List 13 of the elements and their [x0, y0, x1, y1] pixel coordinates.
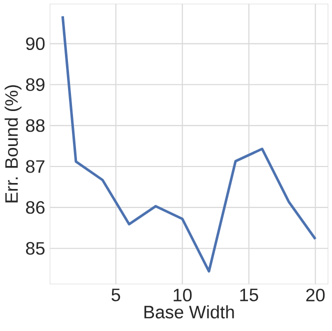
y-tick-label: 85 [26, 242, 45, 255]
x-tick-label: 10 [174, 288, 192, 302]
x-axis-title: Base Width [144, 305, 234, 318]
x-tick-label: 5 [112, 288, 120, 302]
y-tick-label: 88 [26, 119, 44, 132]
y-tick-label: 86 [26, 201, 44, 214]
line-series [61, 15, 317, 273]
y-tick-label: 89 [26, 78, 44, 91]
x-tick-label: 15 [240, 288, 258, 302]
x-tick-label: 20 [306, 288, 325, 302]
y-tick-label: 90 [26, 37, 45, 50]
y-tick-label: 87 [26, 160, 44, 173]
y-axis-title: Err. Bound (%) [4, 85, 22, 202]
